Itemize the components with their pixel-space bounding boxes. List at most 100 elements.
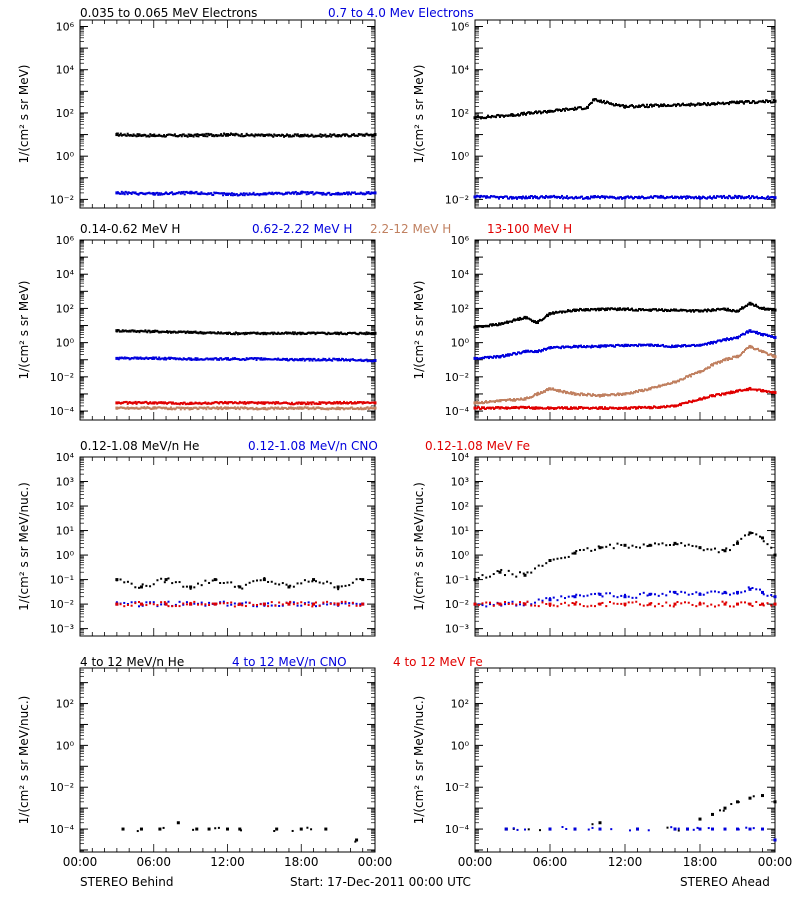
data-point [189,585,192,588]
data-point [308,601,310,603]
data-point [297,602,299,604]
data-point [187,136,189,138]
data-point [271,581,273,583]
data-point [134,586,136,588]
data-point [245,605,247,607]
series-blue [115,191,376,197]
data-point [226,401,229,404]
data-point [318,135,320,137]
legend-entry: 0.12-1.08 MeV Fe [425,439,530,453]
data-point [300,332,303,335]
data-point [624,105,627,108]
y-tick-label: 10⁻² [50,598,74,611]
data-point [120,133,122,135]
data-point [179,601,181,603]
data-point [706,310,708,312]
data-point [565,197,567,199]
data-point [124,193,126,195]
data-point [743,351,745,353]
data-point [312,191,314,193]
data-point [271,605,273,607]
data-point [356,578,358,580]
data-point [680,404,682,406]
y-tick-label: 10² [451,302,469,315]
data-point [249,602,251,604]
data-point [549,110,552,113]
data-point [226,193,229,196]
y-tick-label: 10⁻² [445,193,469,206]
data-point [287,603,290,606]
data-point [293,601,295,603]
data-point [674,404,677,407]
data-point [518,319,520,321]
data-point [307,406,309,408]
data-point [549,346,552,349]
data-point [315,601,317,603]
data-point [341,585,343,587]
data-point [189,407,192,410]
data-point [263,332,266,335]
data-point [365,333,367,335]
data-point [724,358,727,361]
data-point [152,134,155,137]
data-point [201,584,203,586]
data-point [127,604,129,606]
data-point [223,602,225,604]
legend-entry: 0.12-1.08 MeV/n He [80,439,199,453]
data-point [774,196,777,199]
data-point [359,578,361,580]
data-point [174,133,176,135]
data-point [115,407,118,410]
data-point [226,133,229,136]
data-point [495,116,497,118]
data-point [201,602,203,604]
data-point [182,586,184,588]
data-point [134,602,136,604]
data-point [131,583,133,585]
data-point [142,583,144,585]
data-point [123,581,125,583]
data-point [267,581,269,583]
data-point [241,602,243,604]
data-point [573,109,575,111]
y-tick-label: 10⁻¹ [50,574,74,587]
data-point [324,134,326,136]
data-point [303,358,305,360]
data-point [212,603,214,605]
data-point [126,401,128,403]
data-point [337,603,340,606]
series-brown [474,345,777,404]
data-point [282,582,284,584]
data-point [308,581,310,583]
data-point [165,603,168,606]
data-point [254,135,256,137]
data-point [574,392,577,395]
data-point [721,361,723,363]
data-point [306,193,308,195]
data-point [196,191,198,193]
data-point [164,581,166,583]
data-point [337,134,340,137]
data-point [574,407,577,410]
data-point [171,605,173,607]
data-point [295,191,297,193]
data-point [168,605,170,607]
data-point [282,134,284,136]
data-point [603,100,605,102]
data-point [524,316,527,319]
data-point [330,582,332,584]
data-point [733,197,735,199]
data-point [774,355,777,358]
data-point [179,407,181,409]
data-point [230,194,232,196]
series-blue [474,329,777,360]
data-point [304,603,306,605]
data-point [227,605,229,607]
data-point [197,583,199,585]
y-tick-label: 10⁶ [56,234,75,247]
plot-frame [80,20,375,208]
data-point [199,193,201,195]
data-point [474,407,477,410]
